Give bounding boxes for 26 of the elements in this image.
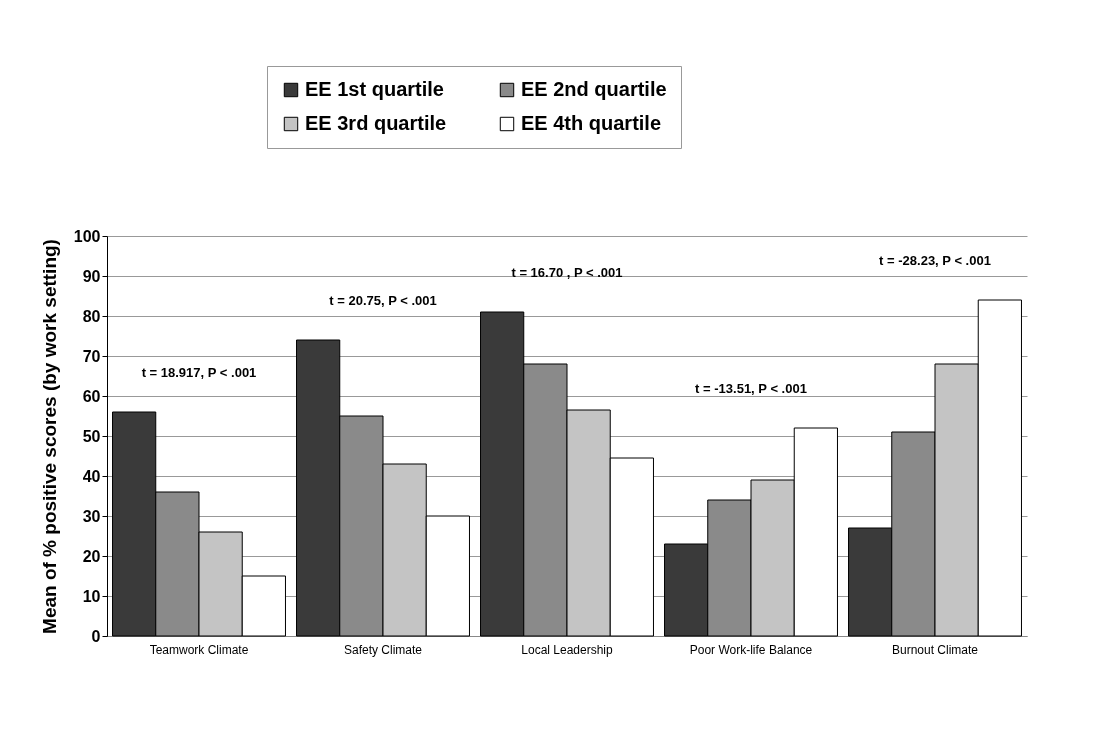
y-tick-label: 70 xyxy=(82,347,101,365)
annotation: t = -28.23, P < .001 xyxy=(879,253,991,268)
y-tick-label: 30 xyxy=(82,507,101,525)
y-tick-label: 10 xyxy=(82,587,101,605)
y-tick-label: 100 xyxy=(73,227,101,245)
x-tick-label: Safety Climate xyxy=(343,642,423,657)
y-tick-label: 50 xyxy=(82,427,101,445)
legend-label: EE 3rd quartile xyxy=(305,112,447,134)
y-axis-title: Mean of % positive scores (by work setting) xyxy=(38,239,60,634)
annotation: t = 18.917, P < .001 xyxy=(141,365,257,380)
x-tick-label: Local Leadership xyxy=(521,642,614,657)
x-tick-label: Poor Work-life Balance xyxy=(689,642,813,657)
y-tick-label: 90 xyxy=(82,267,101,285)
y-tick-label: 60 xyxy=(82,387,101,405)
y-tick-label: 40 xyxy=(82,467,101,485)
legend-label: EE 4th quartile xyxy=(521,112,662,134)
x-tick-label: Burnout Climate xyxy=(891,642,979,657)
annotation: t = 16.70 , P < .001 xyxy=(511,265,623,280)
y-tick-label: 80 xyxy=(82,307,101,325)
annotation: t = -13.51, P < .001 xyxy=(695,381,807,396)
legend-label: EE 2nd quartile xyxy=(521,78,667,100)
annotation: t = 20.75, P < .001 xyxy=(329,293,437,308)
y-tick-label: 0 xyxy=(91,627,101,645)
legend-label: EE 1st quartile xyxy=(305,78,444,100)
y-tick-label: 20 xyxy=(82,547,101,565)
x-tick-label: Teamwork Climate xyxy=(149,642,249,657)
